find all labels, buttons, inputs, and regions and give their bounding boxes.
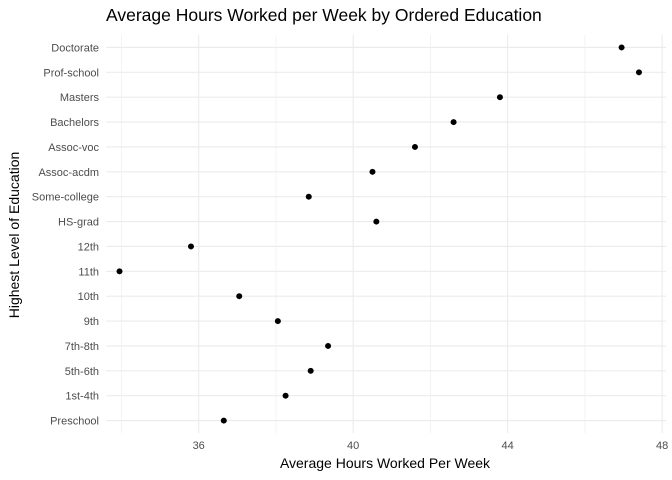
y-tick-label: HS-grad <box>58 217 99 229</box>
y-tick-label: 11th <box>78 266 99 278</box>
data-point <box>282 392 289 399</box>
data-point <box>635 69 642 76</box>
data-point <box>618 44 625 51</box>
data-point <box>325 342 332 349</box>
y-axis-title: Highest Level of Education <box>6 152 22 319</box>
data-point <box>220 417 227 424</box>
y-tick-label: Assoc-acdm <box>38 167 99 179</box>
x-tick-label: 44 <box>502 440 514 452</box>
grid-layer <box>106 35 666 433</box>
x-axis-ticks: 36 40 44 48 <box>193 440 669 452</box>
y-tick-label: Masters <box>60 92 100 104</box>
data-point <box>116 268 123 275</box>
y-axis-ticks: Preschool 1st-4th 5th-6th 7th-8th 9th 10th 11t… <box>32 42 100 427</box>
data-point <box>373 218 380 225</box>
data-point <box>450 119 457 126</box>
data-point <box>496 94 503 101</box>
chart-title: Average Hours Worked per Week by Ordered… <box>106 5 542 25</box>
x-tick-label: 40 <box>347 440 359 452</box>
y-tick-label: 7th-8th <box>65 341 99 353</box>
data-point <box>307 367 314 374</box>
y-tick-label: 10th <box>78 291 99 303</box>
y-tick-label: Prof-school <box>43 67 99 79</box>
y-tick-label: Doctorate <box>51 42 99 54</box>
data-point <box>187 243 194 250</box>
y-tick-label: Some-college <box>32 192 99 204</box>
data-point <box>274 318 281 325</box>
points-layer <box>116 44 642 424</box>
data-point <box>305 193 312 200</box>
x-tick-label: 48 <box>656 440 668 452</box>
x-axis-title: Average Hours Worked Per Week <box>280 455 491 471</box>
y-tick-label: 1st-4th <box>65 391 99 403</box>
y-tick-label: 9th <box>84 316 99 328</box>
y-tick-label: 5th-6th <box>65 366 99 378</box>
y-tick-label: Preschool <box>50 416 99 428</box>
y-tick-label: Bachelors <box>50 117 99 129</box>
y-tick-label: Assoc-voc <box>48 142 99 154</box>
data-point <box>369 168 376 175</box>
data-point <box>236 293 243 300</box>
y-tick-label: 12th <box>78 241 99 253</box>
x-tick-label: 36 <box>193 440 205 452</box>
data-point <box>411 143 418 150</box>
